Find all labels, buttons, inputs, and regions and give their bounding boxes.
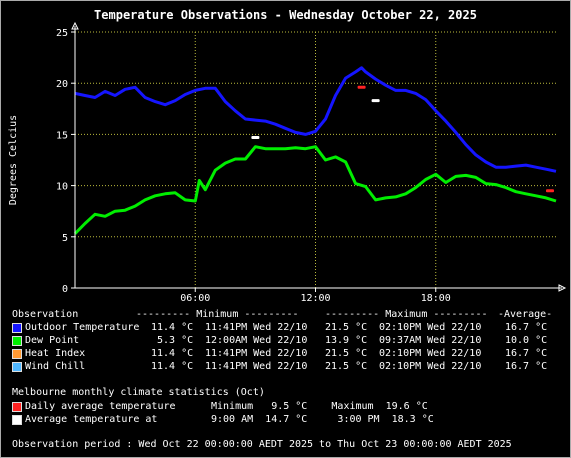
stats-min-time: 11:41PM Wed 22/10 (205, 361, 308, 372)
temperature-chart: 0 5 10 15 20 25 06:00 12:00 18:00 Degrees Celciu… (8, 21, 567, 304)
climate-marker (371, 99, 380, 103)
climate-avg-values: 9:00 AM 14.7 °C 3:00 PM 18.3 °C (211, 414, 434, 425)
climate-markers (251, 85, 554, 193)
heat-color-swatch (12, 349, 22, 359)
stats-min: 11.4 °C (151, 322, 194, 333)
y-tick-label: 5 (62, 233, 68, 244)
climate-daily-label: Daily average temperature (25, 401, 176, 412)
series-lines (73, 66, 557, 235)
stats-label: Wind Chill (25, 361, 86, 372)
climate-heading: Melbourne monthly climate statistics (Oc… (12, 387, 265, 398)
stats-header-average: -Average- (498, 309, 553, 320)
stats-min-time: 11:41PM Wed 22/10 (205, 348, 308, 359)
dew-color-swatch (12, 336, 22, 346)
stats-min: 11.4 °C (151, 361, 194, 372)
y-tick-label: 0 (62, 284, 68, 295)
series-line-0 (74, 66, 557, 173)
series-line-1 (73, 145, 557, 235)
x-tick-label: 18:00 (421, 293, 451, 304)
stats-max-time: 02:10PM Wed 22/10 (379, 348, 482, 359)
climate-avg-label: Average temperature at (25, 414, 158, 425)
x-tick-label: 06:00 (180, 293, 210, 304)
stats-min-time: 12:00AM Wed 22/10 (205, 335, 308, 346)
stats-max-time: 02:10PM Wed 22/10 (379, 361, 482, 372)
stats-header-minimum: --------- Minimum --------- (136, 309, 299, 320)
daily-avg-swatch (12, 402, 22, 412)
stats-max: 13.9 °C (325, 335, 368, 346)
stats-avg: 16.7 °C (505, 322, 548, 333)
outdoor-color-swatch (12, 323, 22, 333)
stats-max: 21.5 °C (325, 348, 368, 359)
climate-marker (357, 85, 366, 89)
y-axis-arrow (71, 21, 79, 30)
stats-header-maximum: --------- Maximum --------- (325, 309, 488, 320)
stats-max-time: 09:37AM Wed 22/10 (379, 335, 482, 346)
chart-title: Temperature Observations - Wednesday Oct… (94, 8, 477, 22)
climate-marker (545, 189, 554, 193)
climate-daily-values: Minimum 9.5 °C Maximum 19.6 °C (211, 401, 428, 412)
avg-temp-swatch (12, 415, 22, 425)
stats-header-observation: Observation (12, 309, 79, 320)
y-tick-label: 25 (56, 28, 68, 39)
stats-label: Outdoor Temperature (25, 322, 140, 333)
stats-label: Heat Index (25, 348, 86, 359)
y-tick-label: 20 (56, 79, 68, 90)
stats-avg: 10.0 °C (505, 335, 548, 346)
y-tick-label: 10 (56, 182, 68, 193)
x-axis-arrow (558, 284, 567, 292)
x-tick-label: 12:00 (300, 293, 330, 304)
y-tick-label: 15 (56, 130, 68, 141)
stats-max-time: 02:10PM Wed 22/10 (379, 322, 482, 333)
stats-max: 21.5 °C (325, 322, 368, 333)
wind-color-swatch (12, 362, 22, 372)
climate-marker (251, 135, 260, 139)
y-axis-label: Degrees Celcius (8, 115, 19, 205)
stats-min-time: 11:41PM Wed 22/10 (205, 322, 308, 333)
stats-min: 5.3 °C (151, 335, 194, 346)
stats-avg: 16.7 °C (505, 361, 548, 372)
stats-max: 21.5 °C (325, 361, 368, 372)
stats-label: Dew Point (25, 335, 80, 346)
stats-avg: 16.7 °C (505, 348, 548, 359)
observation-period: Observation period : Wed Oct 22 00:00:00… (12, 439, 512, 450)
stats-min: 11.4 °C (151, 348, 194, 359)
axes: 0 5 10 15 20 25 06:00 12:00 18:00 (56, 21, 567, 304)
